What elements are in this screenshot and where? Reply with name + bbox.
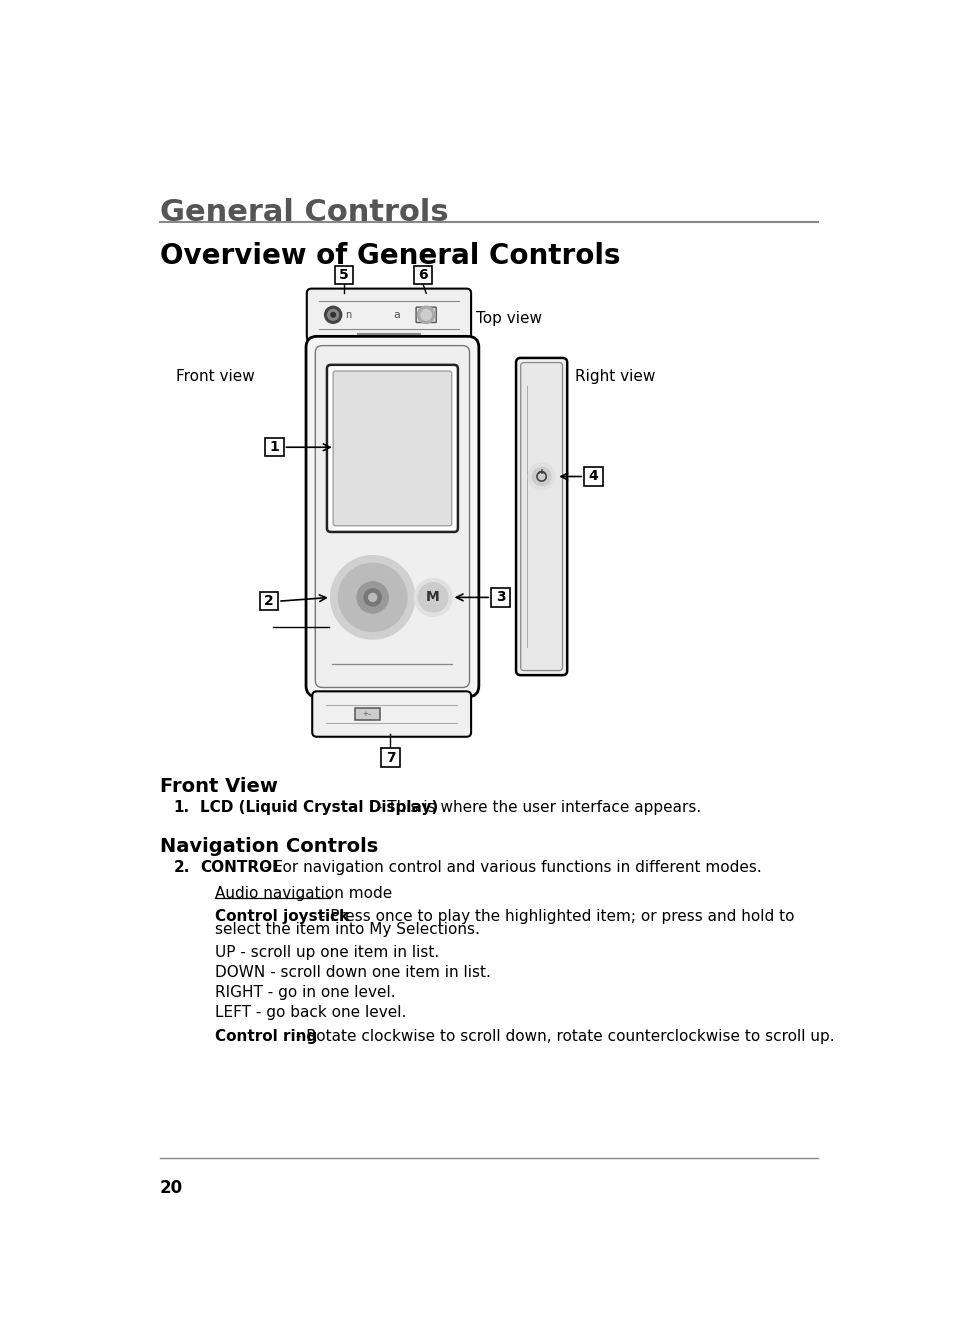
- Text: a: a: [393, 310, 399, 320]
- FancyBboxPatch shape: [516, 358, 567, 675]
- Text: 2: 2: [264, 594, 274, 608]
- FancyBboxPatch shape: [355, 708, 379, 720]
- FancyBboxPatch shape: [491, 588, 509, 607]
- Circle shape: [420, 310, 431, 320]
- FancyBboxPatch shape: [583, 468, 602, 485]
- Text: UP - scroll up one item in list.: UP - scroll up one item in list.: [215, 946, 439, 961]
- Text: 5: 5: [338, 268, 349, 281]
- Text: 20: 20: [159, 1179, 182, 1197]
- Text: DOWN - scroll down one item in list.: DOWN - scroll down one item in list.: [215, 965, 491, 981]
- Circle shape: [328, 310, 338, 320]
- Text: LEFT - go back one level.: LEFT - go back one level.: [215, 1005, 406, 1021]
- Text: CONTROL: CONTROL: [199, 860, 281, 875]
- Circle shape: [532, 468, 550, 485]
- Text: Audio navigation mode: Audio navigation mode: [215, 886, 393, 900]
- Text: 4: 4: [588, 469, 598, 484]
- FancyBboxPatch shape: [335, 265, 353, 284]
- Text: Front View: Front View: [159, 777, 277, 796]
- Text: 3: 3: [496, 591, 505, 604]
- Circle shape: [528, 464, 555, 489]
- Text: - For navigation control and various functions in different modes.: - For navigation control and various fun…: [258, 860, 760, 875]
- Circle shape: [356, 582, 388, 612]
- Circle shape: [417, 307, 435, 323]
- Text: Control joystick: Control joystick: [215, 910, 349, 925]
- Text: n: n: [344, 310, 351, 320]
- Text: General Controls: General Controls: [159, 198, 448, 226]
- Circle shape: [331, 556, 415, 639]
- Text: RIGHT - go in one level.: RIGHT - go in one level.: [215, 985, 395, 1001]
- Text: - This is where the user interface appears.: - This is where the user interface appea…: [372, 800, 700, 815]
- FancyBboxPatch shape: [265, 438, 283, 457]
- FancyBboxPatch shape: [414, 265, 432, 284]
- Circle shape: [415, 579, 452, 616]
- Text: LCD (Liquid Crystal Display): LCD (Liquid Crystal Display): [199, 800, 437, 815]
- FancyBboxPatch shape: [306, 336, 478, 697]
- Text: 1: 1: [269, 441, 279, 454]
- Text: Top view: Top view: [476, 311, 541, 326]
- FancyBboxPatch shape: [327, 364, 457, 532]
- Circle shape: [364, 588, 381, 606]
- Circle shape: [418, 583, 447, 612]
- Text: select the item into My Selections.: select the item into My Selections.: [215, 922, 479, 938]
- FancyBboxPatch shape: [259, 592, 278, 611]
- Text: +–: +–: [362, 712, 372, 717]
- Text: Front view: Front view: [176, 369, 254, 383]
- Text: 2.: 2.: [173, 860, 190, 875]
- FancyBboxPatch shape: [520, 363, 562, 670]
- Text: Control ring: Control ring: [215, 1029, 317, 1044]
- Text: 1.: 1.: [173, 800, 190, 815]
- Text: Right view: Right view: [575, 369, 655, 383]
- FancyBboxPatch shape: [381, 748, 399, 766]
- Text: - Rotate clockwise to scroll down, rotate counterclockwise to scroll up.: - Rotate clockwise to scroll down, rotat…: [291, 1029, 833, 1044]
- Circle shape: [369, 594, 376, 602]
- FancyBboxPatch shape: [416, 307, 436, 323]
- Text: Overview of General Controls: Overview of General Controls: [159, 241, 619, 269]
- Text: 7: 7: [385, 750, 395, 765]
- Text: M: M: [426, 591, 439, 604]
- FancyBboxPatch shape: [307, 288, 471, 340]
- FancyBboxPatch shape: [312, 691, 471, 737]
- Text: - Press once to play the highlighted item; or press and hold to: - Press once to play the highlighted ite…: [314, 910, 793, 925]
- Text: Navigation Controls: Navigation Controls: [159, 838, 377, 856]
- Circle shape: [324, 307, 341, 323]
- FancyBboxPatch shape: [333, 371, 452, 525]
- Circle shape: [338, 564, 406, 631]
- Circle shape: [331, 312, 335, 318]
- FancyBboxPatch shape: [315, 346, 469, 687]
- Text: 6: 6: [417, 268, 427, 281]
